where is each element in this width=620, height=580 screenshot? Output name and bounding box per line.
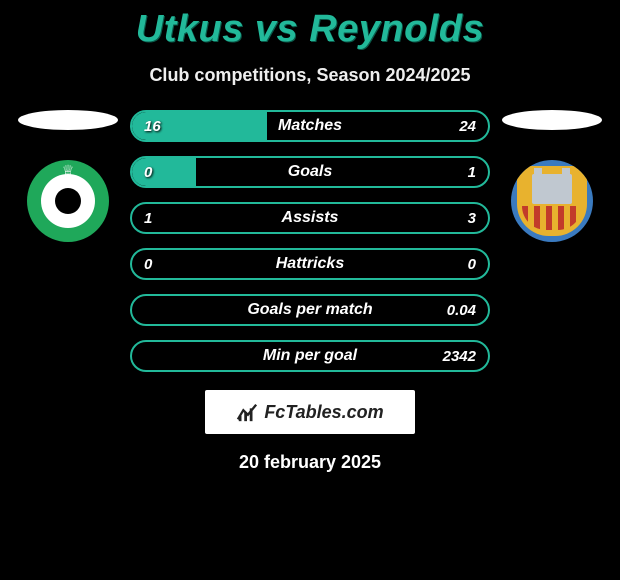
subtitle: Club competitions, Season 2024/2025 — [0, 65, 620, 86]
right-flag-icon — [502, 110, 602, 130]
stripes-icon — [522, 206, 582, 230]
right-club-badge — [511, 160, 593, 242]
stat-right-value: 1 — [468, 164, 476, 181]
stat-row: Goals per match 0.04 — [130, 294, 490, 326]
left-flag-icon — [18, 110, 118, 130]
right-player-column — [502, 110, 602, 242]
stat-label: Min per goal — [132, 347, 488, 365]
stat-right-value: 3 — [468, 210, 476, 227]
stat-row: 0 Hattricks 0 — [130, 248, 490, 280]
shield-icon — [517, 166, 587, 236]
stat-right-value: 0.04 — [447, 302, 476, 319]
stat-row: Min per goal 2342 — [130, 340, 490, 372]
brand-link[interactable]: FcTables.com — [205, 390, 415, 434]
left-club-badge: ♕ — [27, 160, 109, 242]
club-center — [55, 188, 81, 214]
stats-bars: 16 Matches 24 0 Goals 1 1 Assists 3 0 Ha… — [130, 110, 490, 372]
castle-icon — [532, 174, 572, 204]
stat-row: 16 Matches 24 — [130, 110, 490, 142]
chart-icon — [236, 401, 258, 423]
stat-label: Assists — [132, 209, 488, 227]
stat-right-value: 2342 — [443, 348, 476, 365]
club-ring — [41, 174, 95, 228]
crown-icon: ♕ — [62, 162, 75, 179]
date-text: 20 february 2025 — [0, 452, 620, 473]
stat-right-value: 0 — [468, 256, 476, 273]
left-player-column: ♕ — [18, 110, 118, 242]
page-title: Utkus vs Reynolds — [0, 0, 620, 51]
stat-row: 1 Assists 3 — [130, 202, 490, 234]
stat-label: Matches — [132, 117, 488, 135]
stat-row: 0 Goals 1 — [130, 156, 490, 188]
stat-label: Hattricks — [132, 255, 488, 273]
stat-right-value: 24 — [459, 118, 476, 135]
stat-label: Goals per match — [132, 301, 488, 319]
stat-label: Goals — [132, 163, 488, 181]
comparison-panel: ♕ 16 Matches 24 0 Goals 1 1 Assists 3 — [0, 110, 620, 372]
brand-text: FcTables.com — [264, 402, 383, 423]
